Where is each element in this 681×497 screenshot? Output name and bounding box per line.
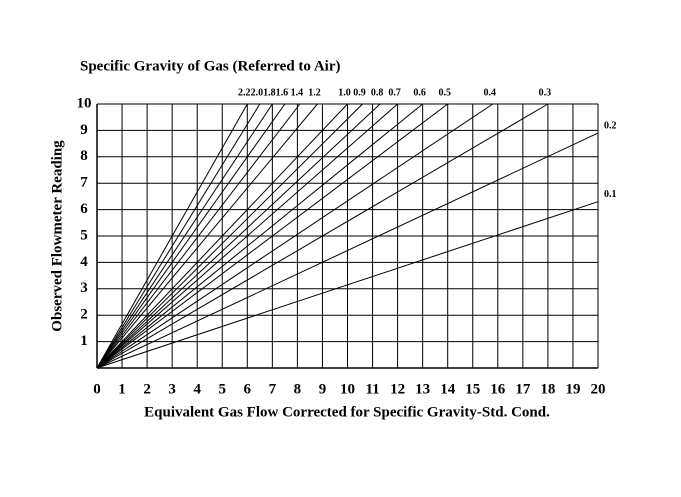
series-line — [96, 103, 494, 369]
series-label: 0.1 — [604, 189, 617, 200]
series-label: 0.5 — [438, 87, 451, 98]
series-label: 1.8 — [263, 87, 276, 98]
series-label: 1.6 — [276, 87, 289, 98]
series-line — [96, 103, 381, 369]
series-label: 0.8 — [371, 87, 384, 98]
x-tick-label: 5 — [219, 381, 227, 397]
series-label: 0.7 — [388, 87, 401, 98]
series-line — [96, 103, 286, 369]
series-line — [96, 103, 301, 369]
x-tick-label: 2 — [143, 381, 151, 397]
x-tick-label: 19 — [565, 381, 580, 397]
y-tick-label: 5 — [80, 227, 88, 243]
y-tick-label: 7 — [80, 175, 88, 191]
series-line — [96, 201, 599, 369]
series-label: 0.6 — [413, 87, 426, 98]
x-tick-label: 17 — [515, 381, 531, 397]
series-label: 1.2 — [308, 87, 321, 98]
series-line — [96, 132, 599, 369]
series-line — [96, 103, 348, 369]
series-label: 0.4 — [484, 87, 497, 98]
x-tick-label: 10 — [340, 381, 355, 397]
x-tick-label: 14 — [440, 381, 456, 397]
series-label: 0.9 — [353, 87, 366, 98]
series-label: 0.3 — [539, 87, 552, 98]
y-tick-label: 8 — [80, 148, 88, 164]
x-tick-label: 16 — [490, 381, 506, 397]
x-tick-label: 11 — [365, 381, 379, 397]
x-tick-label: 6 — [244, 381, 252, 397]
series-label: 2.2 — [238, 87, 251, 98]
y-tick-label: 4 — [80, 254, 88, 270]
series-line — [96, 103, 549, 369]
x-axis-label: Equivalent Gas Flow Corrected for Specif… — [144, 404, 550, 420]
y-tick-label: 1 — [80, 333, 88, 349]
chart-title: Specific Gravity of Gas (Referred to Air… — [80, 58, 340, 74]
y-tick-label: 3 — [80, 280, 88, 296]
x-tick-label: 4 — [193, 381, 201, 397]
series-line — [96, 103, 423, 369]
series-label: 2.0 — [251, 87, 264, 98]
series-line — [96, 103, 273, 369]
series-line — [96, 103, 261, 369]
series-line — [96, 103, 318, 369]
x-tick-label: 13 — [415, 381, 430, 397]
y-axis-label: Observed Flowmeter Reading — [49, 140, 65, 332]
x-tick-label: 7 — [269, 381, 277, 397]
x-tick-label: 15 — [465, 381, 480, 397]
x-tick-label: 8 — [294, 381, 302, 397]
y-tick-label: 6 — [80, 201, 88, 217]
series-line — [96, 103, 248, 369]
x-tick-label: 3 — [168, 381, 176, 397]
x-tick-label: 20 — [591, 381, 606, 397]
series-line — [96, 103, 449, 369]
y-tick-label: 2 — [80, 307, 88, 323]
x-tick-label: 9 — [319, 381, 327, 397]
x-tick-label: 1 — [118, 381, 126, 397]
series-line — [96, 103, 363, 369]
series-label: 1.4 — [291, 87, 304, 98]
series-line — [96, 103, 398, 369]
x-tick-label: 0 — [93, 381, 101, 397]
y-tick-label: 10 — [77, 95, 92, 111]
series-label: 0.2 — [604, 120, 617, 131]
x-tick-label: 18 — [540, 381, 555, 397]
y-tick-label: 9 — [80, 122, 88, 138]
x-tick-label: 12 — [390, 381, 405, 397]
series-label: 1.0 — [338, 87, 351, 98]
